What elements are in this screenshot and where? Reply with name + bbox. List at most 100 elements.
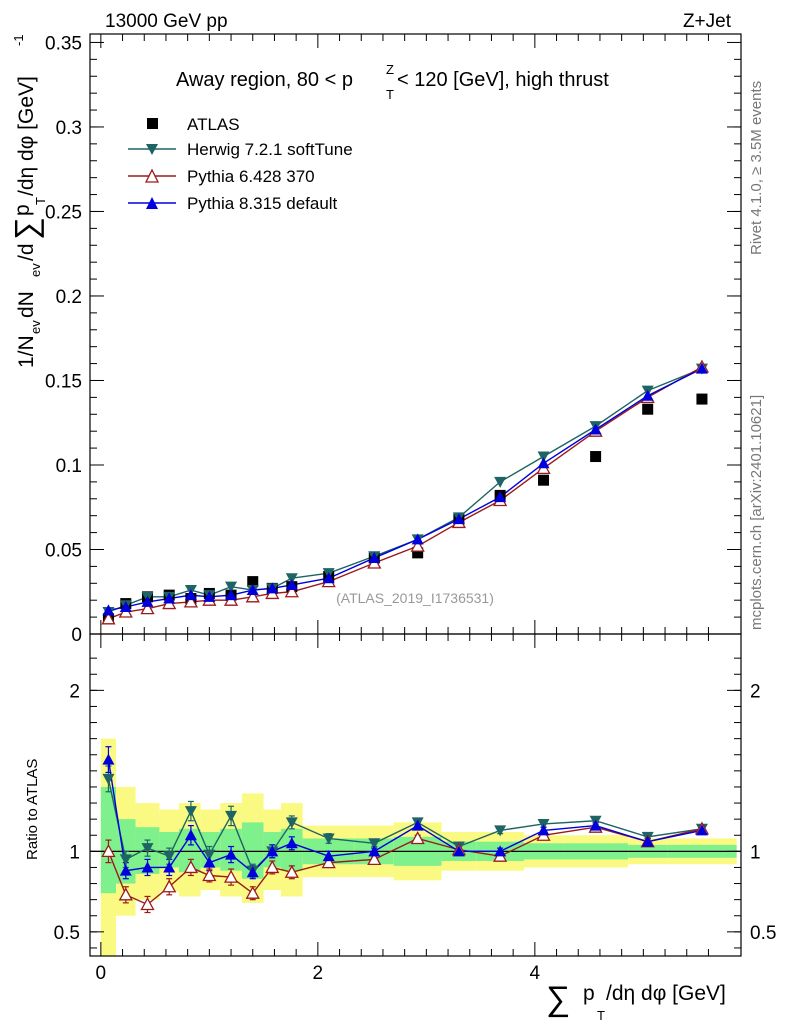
ratio-panel: 0.5 0.5 1 1 2 2 0 2 4 Ratio to ATLAS ∑ p T /dη d… xyxy=(24,633,776,1023)
ylabel-sigma: ∑ xyxy=(8,217,44,240)
ratio-data-marks xyxy=(101,746,710,914)
ratio-point-pythia8 xyxy=(141,861,154,873)
ratio-point-pythia8 xyxy=(246,866,259,878)
title-part-post: < 120 [GeV], high thrust xyxy=(397,69,609,91)
main-y-tick-label: 0.05 xyxy=(45,540,82,561)
ylabel-b: dN xyxy=(15,291,38,318)
x-axis-label: ∑ p T /dη dφ [GeV] xyxy=(546,980,726,1023)
ratio-point-pythia6 xyxy=(223,869,239,883)
ylabel-d-sub: T xyxy=(33,197,48,205)
ylabel-c: /d xyxy=(15,243,38,261)
xlabel-sigma: ∑ xyxy=(546,980,570,1018)
title-part-pre: Away region, 80 < p xyxy=(176,69,353,91)
main-point-atlas xyxy=(247,576,259,588)
ratio-point-pythia8 xyxy=(285,837,298,849)
main-point-atlas xyxy=(538,474,550,486)
ratio-y-axis-label: Ratio to ATLAS xyxy=(24,759,41,860)
main-point-pythia8 xyxy=(102,604,115,616)
legend-label-pythia6: Pythia 6.428 370 xyxy=(187,167,315,186)
ylabel-a: 1/N xyxy=(15,335,38,368)
main-point-pythia8 xyxy=(141,595,154,607)
ratio-point-pythia6 xyxy=(101,843,116,857)
ratio-point-pythia8 xyxy=(411,819,424,831)
legend-label-atlas: ATLAS xyxy=(187,115,240,134)
main-point-pythia8 xyxy=(285,578,298,590)
main-y-tick-label: 0.3 xyxy=(56,118,82,139)
main-data-marks xyxy=(101,359,710,625)
ratio-point-herwig xyxy=(368,838,381,850)
legend-item-herwig: Herwig 7.2.1 softTune xyxy=(128,140,353,159)
main-point-pythia6 xyxy=(101,611,116,625)
mcplots-source-label: mcplots.cern.ch [arXiv:2401.10621] xyxy=(748,395,765,630)
ratio-y-tick-label: 1 xyxy=(69,842,80,863)
main-point-pythia8 xyxy=(411,533,424,545)
x-tick-label: 0 xyxy=(96,963,107,984)
legend-marker-pythia6 xyxy=(144,168,160,183)
main-point-atlas xyxy=(412,547,424,559)
main-point-pythia8 xyxy=(203,590,216,602)
ratio-point-pythia8 xyxy=(641,835,654,847)
ratio-point-herwig xyxy=(119,854,132,866)
main-y-tick-label: 0.2 xyxy=(56,287,82,308)
xlabel-p: p xyxy=(583,982,595,1005)
main-axis-ticks: 0 0.05 0.1 0.15 0.2 0.25 0.3 0.35 xyxy=(45,33,741,646)
main-point-atlas xyxy=(642,403,654,415)
main-point-pythia6 xyxy=(140,601,155,615)
ratio-point-pythia8 xyxy=(184,829,197,841)
main-point-pythia8 xyxy=(119,600,132,612)
legend-item-atlas: ATLAS xyxy=(147,115,240,134)
main-point-pythia8 xyxy=(163,592,176,604)
ratio-point-pythia6 xyxy=(367,852,382,866)
legend-marker-herwig xyxy=(146,144,158,155)
main-point-pythia6 xyxy=(183,594,198,608)
ratio-y-tick-label-right: 2 xyxy=(750,681,761,702)
main-point-herwig xyxy=(225,581,238,593)
main-y-tick-label: 0 xyxy=(71,625,82,646)
main-point-pythia8 xyxy=(184,589,197,601)
main-point-pythia8 xyxy=(225,589,238,601)
legend-marker-pythia8 xyxy=(146,197,158,209)
title-part-sup: Z xyxy=(386,62,394,77)
ratio-point-pythia6 xyxy=(284,864,299,878)
ylabel-e-sup: -1 xyxy=(11,34,26,46)
legend-marker-atlas xyxy=(147,118,158,129)
ratio-point-pythia6 xyxy=(202,868,217,882)
ylabel-e: /dη dφ [GeV] xyxy=(15,76,38,196)
ratio-point-pythia8 xyxy=(163,861,176,873)
main-point-atlas xyxy=(590,451,602,463)
ratio-y-tick-label: 2 xyxy=(69,681,80,702)
main-point-pythia8 xyxy=(266,582,279,594)
main-title: Away region, 80 < p Z T < 120 [GeV], hig… xyxy=(176,62,609,102)
ratio-point-pythia6 xyxy=(162,879,177,893)
ratio-point-pythia8 xyxy=(537,824,550,836)
ratio-point-pythia6 xyxy=(140,897,155,911)
ratio-y-tick-label-right: 1 xyxy=(750,842,761,863)
ylabel-b-sub: ev xyxy=(28,263,43,277)
ratio-point-herwig xyxy=(184,806,197,818)
ratio-point-pythia8 xyxy=(368,845,381,857)
ratio-plot-frame xyxy=(89,633,742,957)
ratio-point-pythia8 xyxy=(452,845,465,857)
legend-item-pythia6: Pythia 6.428 370 xyxy=(128,167,315,186)
main-y-tick-label: 0.25 xyxy=(45,202,82,223)
main-y-tick-label: 0.35 xyxy=(45,33,82,54)
ratio-y-tick-label-right: 0.5 xyxy=(750,923,776,944)
ratio-point-pythia8 xyxy=(695,824,708,836)
main-point-pythia6 xyxy=(245,589,260,603)
x-tick-label: 2 xyxy=(313,963,324,984)
main-point-atlas xyxy=(696,393,708,405)
ratio-point-pythia8 xyxy=(589,819,602,831)
ratio-point-pythia8 xyxy=(266,845,279,857)
ratio-point-pythia6 xyxy=(321,855,336,869)
legend-item-pythia8: Pythia 8.315 default xyxy=(128,194,338,213)
rivet-version-label: Rivet 4.1.0, ≥ 3.5M events xyxy=(748,81,765,255)
legend-label-herwig: Herwig 7.2.1 softTune xyxy=(187,140,353,159)
ratio-point-pythia6 xyxy=(410,831,425,845)
ratio-point-pythia8 xyxy=(494,845,507,857)
ratio-point-pythia6 xyxy=(265,860,280,874)
title-part-sub: T xyxy=(386,87,394,102)
main-point-pythia8 xyxy=(589,423,602,435)
main-point-pythia8 xyxy=(322,572,335,584)
main-point-pythia8 xyxy=(537,457,550,469)
